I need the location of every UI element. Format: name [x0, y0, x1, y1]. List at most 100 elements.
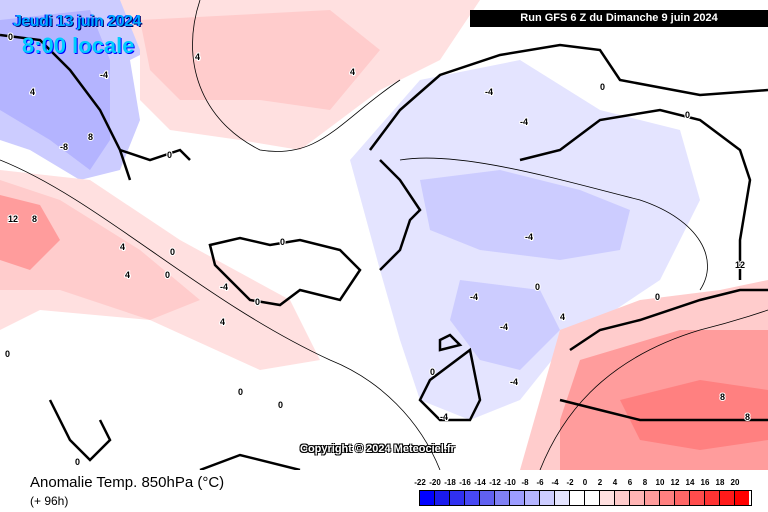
- contour-label: -4: [520, 117, 528, 127]
- scale-color-box: [450, 491, 465, 505]
- scale-tick-label: -14: [474, 478, 486, 487]
- scale-tick-label: 20: [730, 478, 740, 487]
- map-title: Anomalie Temp. 850hPa (°C): [30, 474, 225, 491]
- contour-labels: 0 4 -4 8 -8 4 0 -4 0 4 0 -4 -4 0 12 8 4 4 0 0 -4 -4 -4 0 0 4 8 8 12 0…: [4, 31, 751, 468]
- valid-time: 8:00 locale: [22, 33, 135, 58]
- scale-color-box: [585, 491, 600, 505]
- contour-label: 0: [5, 349, 10, 359]
- contours: [0, 0, 768, 470]
- contour-label: -4: [485, 87, 493, 97]
- scale-color-box: [555, 491, 570, 505]
- scale-color-box: [435, 491, 450, 505]
- scale-tick-label: 18: [715, 478, 725, 487]
- contour-label: 4: [220, 317, 225, 327]
- scale-tick-label: 10: [655, 478, 665, 487]
- contour-label: 8: [88, 132, 93, 142]
- contour-label: 4: [120, 242, 125, 252]
- scale-tick-label: 12: [670, 478, 680, 487]
- scale-tick-label: 6: [627, 478, 633, 487]
- contour-label: -4: [525, 232, 533, 242]
- scale-boxes: [419, 490, 752, 506]
- contour-label: 8: [32, 214, 37, 224]
- scale-color-box: [615, 491, 630, 505]
- forecast-lead: (+ 96h): [30, 494, 69, 508]
- scale-tick-label: 2: [597, 478, 603, 487]
- scale-tick-label: -18: [444, 478, 456, 487]
- scale-tick-label: -8: [521, 478, 529, 487]
- colder-area-central: [450, 280, 560, 370]
- contour-label: 0: [655, 292, 660, 302]
- scale-tick-label: 14: [685, 478, 695, 487]
- warmer-area-north: [140, 10, 380, 110]
- contour-label: 0: [685, 110, 690, 120]
- contour-label: 0: [278, 400, 283, 410]
- colder-area-greenland: [0, 10, 110, 170]
- contour-label: 4: [195, 52, 200, 62]
- contour-label: -4: [440, 412, 448, 422]
- scale-tick-label: -10: [504, 478, 516, 487]
- coastlines: [0, 33, 768, 470]
- scale-tick-label: 16: [700, 478, 710, 487]
- contour-label: -4: [500, 322, 508, 332]
- contour-label: 0: [238, 387, 243, 397]
- scale-tick-label: 8: [642, 478, 648, 487]
- scale-tick-label: -4: [551, 478, 559, 487]
- valid-date: Jeudi 13 juin 2024: [13, 13, 141, 30]
- run-info: Run GFS 6 Z du Dimanche 9 juin 2024: [470, 10, 768, 27]
- contour-label: 0: [600, 82, 605, 92]
- contour-label: 4: [125, 270, 130, 280]
- contour-label: 4: [350, 67, 355, 77]
- contour-label: 0: [255, 297, 260, 307]
- contour-label: -4: [220, 282, 228, 292]
- contour-label: 12: [735, 260, 745, 270]
- scale-color-box: [525, 491, 540, 505]
- color-scale: -22 -20 -18 -16 -14 -12 -10 -8 -6 -4 -2 0 2 4 6 8 10 12 14…: [414, 478, 759, 506]
- warmest-area-west: [0, 195, 60, 270]
- contour-label: 0: [430, 367, 435, 377]
- contour-label: 0: [165, 270, 170, 280]
- contour-label: 0: [280, 237, 285, 247]
- scale-color-box: [540, 491, 555, 505]
- contour-label: 4: [560, 312, 565, 322]
- warmer-area-west: [0, 180, 200, 320]
- scale-ticks: -22 -20 -18 -16 -14 -12 -10 -8 -6 -4 -2 0 2 4 6 8 10 12 14…: [414, 478, 759, 488]
- contour-label: 4: [30, 87, 35, 97]
- scale-color-box: [690, 491, 705, 505]
- scale-tick-label: -6: [536, 478, 544, 487]
- scale-color-box: [705, 491, 720, 505]
- contour-label: 8: [720, 392, 725, 402]
- colder-area-europe: [420, 170, 630, 260]
- scale-tick-label: -2: [566, 478, 574, 487]
- scale-tick-label: -16: [459, 478, 471, 487]
- contour-label: -4: [100, 70, 108, 80]
- scale-tick-label: -20: [429, 478, 441, 487]
- scale-tick-label: -12: [489, 478, 501, 487]
- contour-label: 0: [167, 150, 172, 160]
- warmest-area-southeast: [620, 380, 768, 450]
- contour-label: 8: [745, 412, 750, 422]
- scale-color-box: [630, 491, 645, 505]
- scale-tick-label: -22: [414, 478, 426, 487]
- scale-color-box: [645, 491, 660, 505]
- contour-label: 0: [535, 282, 540, 292]
- contour-label: 12: [8, 214, 18, 224]
- scale-color-box: [675, 491, 690, 505]
- contour-label: -4: [510, 377, 518, 387]
- contour-label: 0: [8, 32, 13, 42]
- scale-color-box: [465, 491, 480, 505]
- contour-label: -4: [470, 292, 478, 302]
- scale-color-box: [420, 491, 435, 505]
- anomaly-map: 0 4 -4 8 -8 4 0 -4 0 4 0 -4 -4 0 12 8 4 4 0 0 -4 -4 -4 0 0 4 8 8 12 0…: [0, 0, 768, 470]
- scale-color-box: [510, 491, 525, 505]
- scale-color-box: [570, 491, 585, 505]
- contour-label: 0: [170, 247, 175, 257]
- scale-color-box: [600, 491, 615, 505]
- copyright: Copyright © 2024 Meteociel.fr: [300, 443, 455, 455]
- contour-label: 0: [75, 457, 80, 467]
- scale-color-box: [720, 491, 735, 505]
- contour-label: -8: [60, 142, 68, 152]
- scale-color-box: [735, 491, 749, 505]
- scale-color-box: [495, 491, 510, 505]
- scale-tick-label: 4: [612, 478, 618, 487]
- scale-tick-label: 0: [582, 478, 588, 487]
